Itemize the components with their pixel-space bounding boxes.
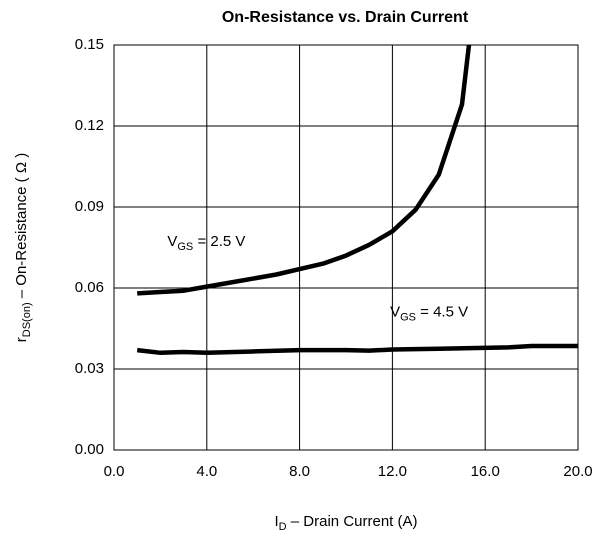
- y-axis-label-tail: – On-Resistance ( Ω ): [13, 153, 30, 303]
- x-tick-label: 12.0: [378, 463, 407, 480]
- line: [137, 45, 472, 296]
- x-axis-label-tail: – Drain Current (A): [287, 513, 418, 530]
- x-tick-label: 16.0: [471, 463, 500, 480]
- annotation-tail: = 4.5 V: [416, 303, 468, 320]
- y-axis-label-main: r: [13, 337, 30, 342]
- annotation: VGS = 4.5 V: [390, 303, 468, 323]
- plot-frame: [113, 44, 579, 451]
- annotation: VGS = 2.5 V: [167, 233, 245, 253]
- annotation-sub: GS: [177, 241, 193, 253]
- x-tick-label: 4.0: [196, 463, 217, 480]
- y-tick-label: 0.12: [75, 117, 104, 134]
- chart-title: On-Resistance vs. Drain Current: [222, 9, 469, 26]
- x-tick-label: 8.0: [289, 463, 310, 480]
- y-tick-label: 0.15: [75, 36, 104, 53]
- y-axis-label: rDS(on) – On-Resistance ( Ω ): [13, 153, 33, 342]
- y-tick-label: 0.09: [75, 198, 104, 215]
- x-axis-label-main: I: [275, 513, 279, 530]
- y-tick-label: 0.03: [75, 360, 104, 377]
- x-axis-label-sub: D: [279, 521, 287, 533]
- y-tick-label: 0.00: [75, 441, 104, 458]
- annotation-main: V: [390, 303, 400, 320]
- x-axis-label: ID – Drain Current (A): [275, 513, 418, 533]
- x-tick-label: 20.0: [563, 463, 592, 480]
- line: [136, 343, 578, 356]
- x-tick-label: 0.0: [104, 463, 125, 480]
- y-axis-label-sub: DS(on): [21, 302, 33, 337]
- y-tick-label: 0.06: [75, 279, 104, 296]
- annotation-tail: = 2.5 V: [193, 233, 245, 250]
- annotation-main: V: [167, 233, 177, 250]
- annotation-sub: GS: [400, 311, 416, 323]
